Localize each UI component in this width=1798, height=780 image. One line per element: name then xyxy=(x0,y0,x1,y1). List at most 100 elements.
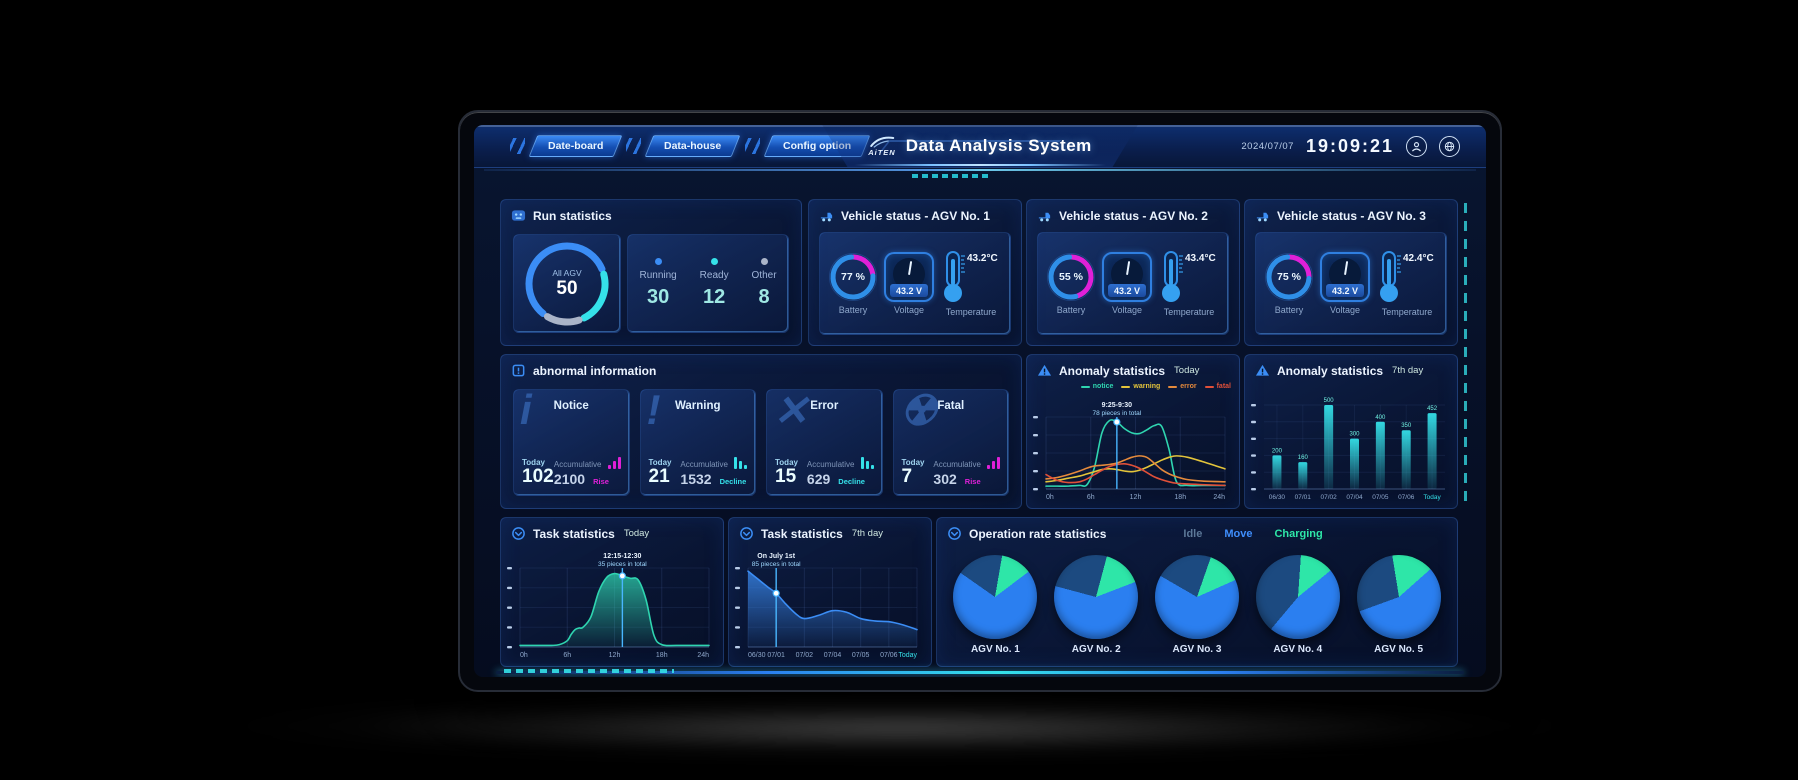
anomaly-7day-bar-chart: 200 06/30 160 07/01 500 07/02 300 07/04 400 07/05… xyxy=(1251,389,1451,502)
legend-warning[interactable]: warning xyxy=(1121,383,1160,390)
battery-column: 55 % Battery xyxy=(1046,252,1096,315)
tab-date-board[interactable]: Date-board xyxy=(528,135,623,157)
temperature-value: 43.2°C xyxy=(967,253,998,264)
task-circle-icon xyxy=(512,527,525,540)
logo-text: AiTEN xyxy=(868,147,896,157)
pie-agv3: AGV No. 3 xyxy=(1154,555,1239,655)
trend-bars-icon xyxy=(987,456,1000,469)
svg-text:6h: 6h xyxy=(1087,494,1095,501)
svg-text:24h: 24h xyxy=(697,652,709,659)
panel-abnormal-information: abnormal information i Notice Today 102 A… xyxy=(500,354,1022,509)
svg-text:200: 200 xyxy=(1272,448,1283,454)
operation-circle-icon xyxy=(948,527,961,540)
panel-task-statistics-today: Task statistics Today 0h 6h 12h 18h 24h 12:15… xyxy=(500,517,724,667)
panel-title: abnormal information xyxy=(533,363,657,378)
battery-column: 75 % Battery xyxy=(1264,252,1314,315)
panel-anomaly-statistics-today: Anomaly statistics Today notice warning … xyxy=(1026,354,1240,509)
legend-notice[interactable]: notice xyxy=(1080,383,1113,390)
thermometer-icon xyxy=(1380,251,1401,302)
page-title: Data Analysis System xyxy=(905,136,1092,155)
svg-text:18h: 18h xyxy=(1174,494,1186,501)
language-globe-icon[interactable] xyxy=(1439,135,1460,157)
trend-label: Decline xyxy=(719,477,747,486)
svg-text:78 pieces in total: 78 pieces in total xyxy=(1092,410,1141,417)
top-bar: Date-board Data-house Config option AiTE… xyxy=(474,125,1486,168)
svg-text:06/30: 06/30 xyxy=(748,652,766,659)
voltage-gauge: 43.2 V xyxy=(884,252,934,302)
card-fatal: ☢ Fatal Today 7 Accumulative 302 Rise xyxy=(892,389,1009,496)
app-title-block: AiTEN Data Analysis System xyxy=(822,125,1138,167)
anomaly-legend: notice warning error fatal xyxy=(1080,383,1231,390)
svg-text:350: 350 xyxy=(1401,423,1412,429)
trend-label: Decline xyxy=(838,477,865,486)
legend-move[interactable]: Move xyxy=(1224,527,1253,540)
voltage-value: 43.2 V xyxy=(1108,284,1146,297)
ready-dot xyxy=(710,258,718,265)
trend-bars-icon xyxy=(734,456,747,469)
user-icon[interactable] xyxy=(1406,135,1427,157)
svg-text:400: 400 xyxy=(1375,415,1386,421)
legend-idle[interactable]: Idle xyxy=(1183,527,1203,540)
svg-text:12h: 12h xyxy=(609,652,621,659)
svg-text:0h: 0h xyxy=(1046,494,1054,501)
card-warning: ! Warning Today 21 Accumulative 1532 Decli… xyxy=(639,389,756,496)
legend-error[interactable]: error xyxy=(1168,383,1197,390)
time-display: 19:09:21 xyxy=(1305,135,1394,156)
panel-operation-rate-statistics: Operation rate statistics Idle Move Char… xyxy=(936,517,1458,667)
pie-chart xyxy=(1054,555,1139,639)
panel-title: Operation rate statistics xyxy=(969,526,1107,541)
svg-text:07/06: 07/06 xyxy=(1398,494,1415,501)
vehicle-icon xyxy=(1038,212,1051,222)
panel-run-statistics: Run statistics All AGV 50 Running xyxy=(500,199,802,346)
header-right: 2024/07/07 19:09:21 xyxy=(1241,125,1460,167)
voltage-column: 43.2 V Voltage xyxy=(884,252,934,315)
svg-text:07/04: 07/04 xyxy=(824,652,842,659)
floor-shadow xyxy=(230,694,1570,758)
tab-label: Date-board xyxy=(548,140,604,152)
pie-agv1: AGV No. 1 xyxy=(953,555,1038,655)
svg-text:Today: Today xyxy=(898,652,917,659)
slash-decoration xyxy=(510,138,525,154)
svg-text:12h: 12h xyxy=(1130,494,1142,501)
svg-text:07/02: 07/02 xyxy=(796,652,814,659)
panel-title: Run statistics xyxy=(533,208,612,223)
vehicle-icon xyxy=(820,212,833,222)
svg-text:160: 160 xyxy=(1298,455,1309,461)
thermometer: 43.2°C xyxy=(940,250,1002,304)
temperature-column: 42.4°C Temperature xyxy=(1376,250,1438,317)
thermometer-icon xyxy=(1162,251,1183,302)
thermometer: 43.4°C xyxy=(1158,250,1220,304)
legend-dash-icon xyxy=(1204,385,1214,388)
panel-subtitle: 7th day xyxy=(1392,365,1424,376)
svg-text:07/05: 07/05 xyxy=(1372,494,1389,501)
panel-title: Task statistics xyxy=(761,526,843,541)
trend-bars-icon xyxy=(607,456,621,469)
agv-donut-chart: All AGV 50 xyxy=(521,238,613,330)
legend-running: Running 30 xyxy=(639,258,677,309)
battery-column: 77 % Battery xyxy=(828,252,878,315)
run-statistics-icon xyxy=(511,210,526,221)
card-notice: i Notice Today 102 Accumulative 2100 Rise xyxy=(513,389,630,496)
svg-text:500: 500 xyxy=(1324,398,1335,404)
panel-anomaly-statistics-7day: Anomaly statistics 7th day 200 06/30 160 07… xyxy=(1244,354,1458,509)
svg-text:07/06: 07/06 xyxy=(880,652,898,659)
vehicle-metrics-card: 77 % Battery 43.2 V Voltage xyxy=(819,232,1011,335)
panel-subtitle: 7th day xyxy=(851,528,883,539)
svg-text:35 pieces in total: 35 pieces in total xyxy=(598,561,647,568)
panel-subtitle: Today xyxy=(1174,365,1200,376)
pie-row: AGV No. 1 AGV No. 2 AGV No. 3 AGV No. 4 xyxy=(945,548,1449,662)
pie-agv4: AGV No. 4 xyxy=(1255,555,1340,655)
voltage-gauge: 43.2 V xyxy=(1102,252,1152,302)
thermometer-icon xyxy=(944,251,965,302)
tab-data-house[interactable]: Data-house xyxy=(644,135,742,157)
svg-text:85 pieces in total: 85 pieces in total xyxy=(752,561,801,568)
running-dot xyxy=(654,258,662,265)
header-underline-decoration xyxy=(484,169,1476,171)
svg-text:0h: 0h xyxy=(520,652,528,659)
abnormal-cards-row: i Notice Today 102 Accumulative 2100 Rise … xyxy=(513,389,1009,496)
trend-bars-icon xyxy=(860,456,874,469)
legend-fatal[interactable]: fatal xyxy=(1204,383,1231,390)
svg-text:9:25-9:30: 9:25-9:30 xyxy=(1102,402,1132,409)
card-error: ✕ Error Today 15 Accumulative 629 Decline xyxy=(766,389,883,496)
legend-charging[interactable]: Charging xyxy=(1274,527,1323,540)
